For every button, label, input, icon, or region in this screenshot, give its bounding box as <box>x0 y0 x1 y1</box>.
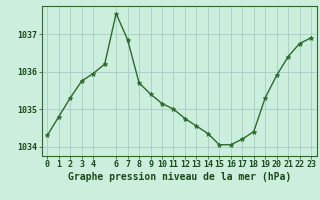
X-axis label: Graphe pression niveau de la mer (hPa): Graphe pression niveau de la mer (hPa) <box>68 172 291 182</box>
